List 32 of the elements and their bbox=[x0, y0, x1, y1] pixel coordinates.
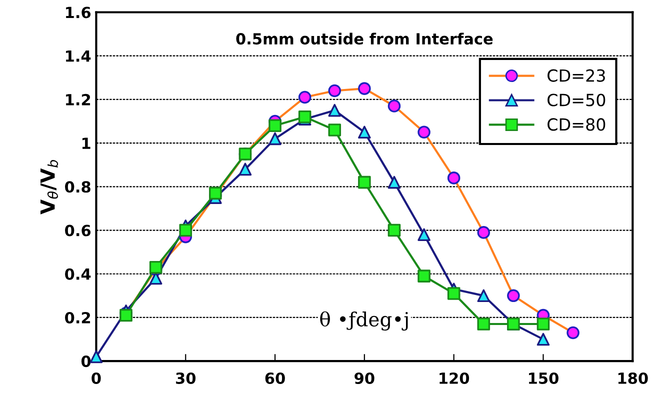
point bbox=[149, 272, 162, 285]
y-axis-title: V$_{θ}$/V$_{b}$ bbox=[40, 160, 58, 214]
legend-label: CD=23 bbox=[548, 69, 605, 82]
legend-label: CD=50 bbox=[548, 94, 606, 106]
x-tick-label: 0 bbox=[92, 372, 101, 384]
legend-label: CD=80 bbox=[548, 118, 606, 131]
text: 0.5mm outside from Interface bbox=[236, 32, 493, 45]
y-tick-label: 0.6 bbox=[65, 224, 91, 236]
point bbox=[536, 332, 550, 346]
point bbox=[328, 104, 342, 117]
point bbox=[268, 132, 282, 146]
x-tick-label: 120 bbox=[440, 372, 470, 384]
y-tick-label: 0.4 bbox=[65, 268, 91, 280]
y-tick-label: 1.6 bbox=[66, 6, 91, 18]
point bbox=[238, 162, 252, 176]
point bbox=[90, 350, 103, 364]
x-tick-label: 90 bbox=[354, 372, 374, 384]
point bbox=[418, 228, 430, 242]
y-tick-label: 1 bbox=[82, 138, 90, 149]
x-tick-label: 150 bbox=[529, 372, 558, 384]
y-tick-label: 1.4 bbox=[66, 50, 91, 62]
point bbox=[477, 289, 490, 302]
y-tick-label: 1.2 bbox=[66, 94, 90, 106]
x-tick-label: 60 bbox=[265, 372, 285, 384]
x-tick-label: 180 bbox=[618, 372, 648, 384]
x-axis-title: θ •ƒdeg•j bbox=[320, 311, 408, 331]
y-tick-label: 0.2 bbox=[65, 312, 90, 324]
x-tick-label: 30 bbox=[176, 372, 196, 384]
point bbox=[358, 126, 371, 139]
point bbox=[388, 176, 401, 189]
y-tick-label: 0.8 bbox=[65, 181, 90, 193]
y-tick-label: 0 bbox=[81, 356, 91, 368]
